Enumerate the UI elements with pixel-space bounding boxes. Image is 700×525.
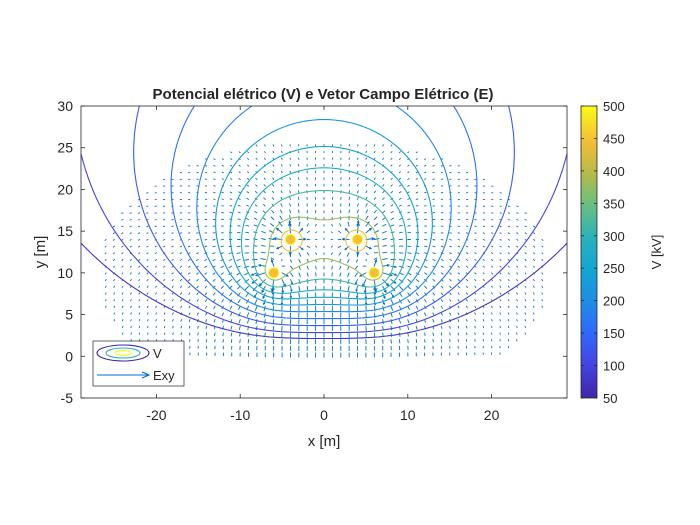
colorbar-gradient xyxy=(580,105,598,399)
conductors xyxy=(268,233,380,279)
contour-line-220kv xyxy=(215,119,433,306)
conductor-marker xyxy=(284,233,296,245)
x-axis: -20 -10 0 10 20 xyxy=(146,106,500,423)
y-tick-label: 30 xyxy=(57,98,73,114)
y-tick-label: 10 xyxy=(57,265,73,281)
colorbar-tick-label: 50 xyxy=(603,391,617,406)
y-tick-label: 5 xyxy=(65,307,73,323)
y-tick-label: 20 xyxy=(57,181,73,197)
legend-entry-v: V xyxy=(153,346,162,361)
legend: V Exy xyxy=(92,340,185,387)
chart-title: Potencial elétrico (V) e Vetor Campo Elé… xyxy=(153,86,494,103)
colorbar-label: V [kV] xyxy=(649,235,664,270)
contour-lines xyxy=(81,106,567,340)
contour-line-380kv xyxy=(264,216,384,281)
contour-line-280kv xyxy=(240,167,408,294)
contour-line-320kv xyxy=(252,190,396,288)
x-tick-label: -20 xyxy=(146,407,166,423)
colorbar-tick-label: 150 xyxy=(603,326,625,341)
contour-line-190kv xyxy=(196,106,452,313)
colorbar-tick-label: 400 xyxy=(603,164,625,179)
legend-box xyxy=(92,340,185,387)
contour-line-130kv xyxy=(133,106,515,327)
contour-line-75kv xyxy=(81,242,567,340)
y-axis-label: y [m] xyxy=(32,236,49,269)
y-axis: -5 0 5 10 15 20 25 30 xyxy=(57,98,567,406)
contour-line-160kv xyxy=(170,106,478,320)
colorbar-tick-label: 450 xyxy=(603,131,625,146)
conductor-marker xyxy=(368,267,380,279)
colorbar-ticks: 50 100 150 200 250 300 350 400 450 500 xyxy=(581,99,625,406)
colorbar-tick-label: 350 xyxy=(603,196,625,211)
y-tick-label: 15 xyxy=(57,223,73,239)
x-tick-label: 10 xyxy=(400,407,416,423)
legend-contour-icon xyxy=(96,344,150,362)
y-tick-label: -5 xyxy=(61,390,74,406)
colorbar-tick-label: 300 xyxy=(603,229,625,244)
x-tick-label: 20 xyxy=(484,407,500,423)
legend-arrow-icon xyxy=(97,371,151,379)
colorbar-tick-label: 250 xyxy=(603,261,625,276)
x-tick-label: 0 xyxy=(320,407,328,423)
y-tick-label: 25 xyxy=(57,140,73,156)
colorbar-tick-label: 500 xyxy=(603,99,625,114)
conductor-marker xyxy=(268,267,280,279)
contour-line-100kv xyxy=(81,153,567,334)
colorbar: 50 100 150 200 250 300 350 400 450 500 V [kV] xyxy=(580,99,664,406)
y-tick-label: 0 xyxy=(65,348,73,364)
x-tick-label: -10 xyxy=(230,407,250,423)
contour-line-250kv xyxy=(229,145,419,300)
conductor-marker xyxy=(352,233,364,245)
colorbar-tick-label: 200 xyxy=(603,294,625,309)
legend-entry-exy: Exy xyxy=(153,368,175,383)
x-axis-label: x [m] xyxy=(308,433,341,450)
colorbar-tick-label: 100 xyxy=(603,359,625,374)
